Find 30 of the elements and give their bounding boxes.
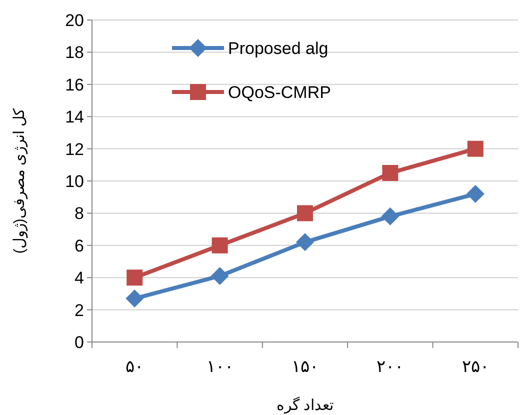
y-tick-label: 14 (65, 108, 84, 127)
point (467, 140, 484, 157)
point (210, 266, 229, 285)
point (381, 207, 400, 226)
point (296, 233, 314, 252)
point (212, 237, 228, 254)
legend-label: OQoS-CMRP (228, 83, 331, 102)
x-tick-label: ۱۰۰ (206, 357, 234, 376)
x-axis-title: تعداد گره (276, 396, 334, 414)
point (382, 164, 398, 181)
y-tick-label: 16 (65, 75, 84, 94)
legend-label: Proposed alg (228, 39, 328, 58)
x-tick-label: ۲۵۰ (462, 357, 489, 376)
y-tick-label: 18 (65, 43, 84, 62)
point (297, 205, 313, 222)
point (126, 290, 144, 308)
y-tick-label: 12 (65, 140, 84, 159)
y-tick-label: 0 (74, 333, 84, 352)
y-tick-label: 10 (65, 172, 84, 191)
x-tick-label: ۲۰۰ (376, 357, 404, 376)
y-tick-label: 8 (74, 204, 84, 224)
point (466, 184, 484, 203)
y-tick-label: 6 (74, 236, 84, 256)
y-tick-label: 4 (74, 268, 84, 288)
point (126, 270, 143, 286)
y-axis-title: کل انرژی مصرفی(ژول) (11, 107, 28, 254)
y-tick-label: 2 (74, 300, 84, 320)
y-tick-label: 20 (65, 11, 84, 30)
x-tick-label: ۵۰ (126, 357, 144, 376)
x-tick-label: ۱۵۰ (292, 357, 318, 376)
